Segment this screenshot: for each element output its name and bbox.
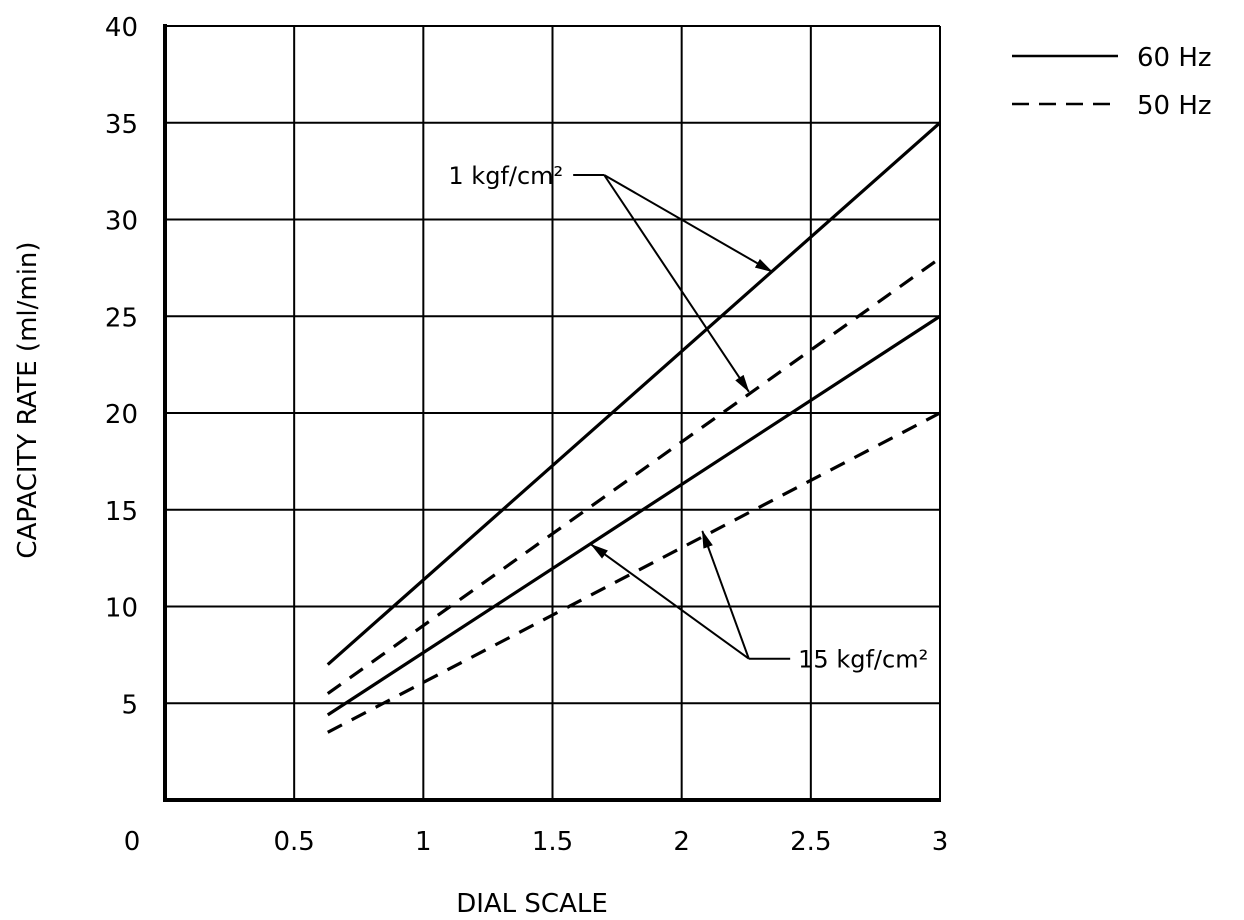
annotation-arrow-1-1 xyxy=(701,530,750,660)
y-tick-label: 5 xyxy=(121,690,138,720)
series-line-1-dashed xyxy=(326,256,941,695)
y-tick-label: 35 xyxy=(105,110,138,140)
x-tick-label: 1.5 xyxy=(532,827,573,857)
x-tick-label: 0.5 xyxy=(273,827,314,857)
y-tick-label: 15 xyxy=(105,497,138,527)
annotation-arrow-1-0 xyxy=(590,543,750,660)
annotations: 1 kgf/cm² 15 kgf/cm² xyxy=(448,162,928,674)
x-tick-label: 2 xyxy=(673,827,690,857)
x-tick-label: 1 xyxy=(415,827,432,857)
y-tick-label: 10 xyxy=(105,594,138,624)
y-tick-label: 40 xyxy=(105,13,138,43)
axes xyxy=(163,24,941,802)
x-tick-label: 0 xyxy=(124,827,141,857)
legend-label: 50 Hz xyxy=(1137,91,1212,121)
y-tick-label: 30 xyxy=(105,207,138,237)
series-line-0-solid xyxy=(326,121,942,666)
series-lines xyxy=(326,121,942,734)
grid xyxy=(165,25,941,800)
legend: 60 Hz 50 Hz xyxy=(1012,43,1212,121)
legend-label: 60 Hz xyxy=(1137,43,1212,73)
annotation-arrow-0-1 xyxy=(603,174,750,393)
annotation-label-1: 15 kgf/cm² xyxy=(798,646,928,674)
series-line-2-solid xyxy=(326,314,941,717)
y-tick-label: 20 xyxy=(105,400,138,430)
series-line-3-dashed xyxy=(327,411,941,734)
x-tick-label: 3 xyxy=(932,827,949,857)
y-tick-label: 25 xyxy=(105,303,138,333)
y-axis-title: CAPACITY RATE (ml/min) xyxy=(13,241,43,558)
x-tick-label: 2.5 xyxy=(790,827,831,857)
x-axis-title: DIAL SCALE xyxy=(456,889,608,919)
annotation-arrow-0-0 xyxy=(603,174,773,273)
annotation-label-0: 1 kgf/cm² xyxy=(448,162,563,190)
